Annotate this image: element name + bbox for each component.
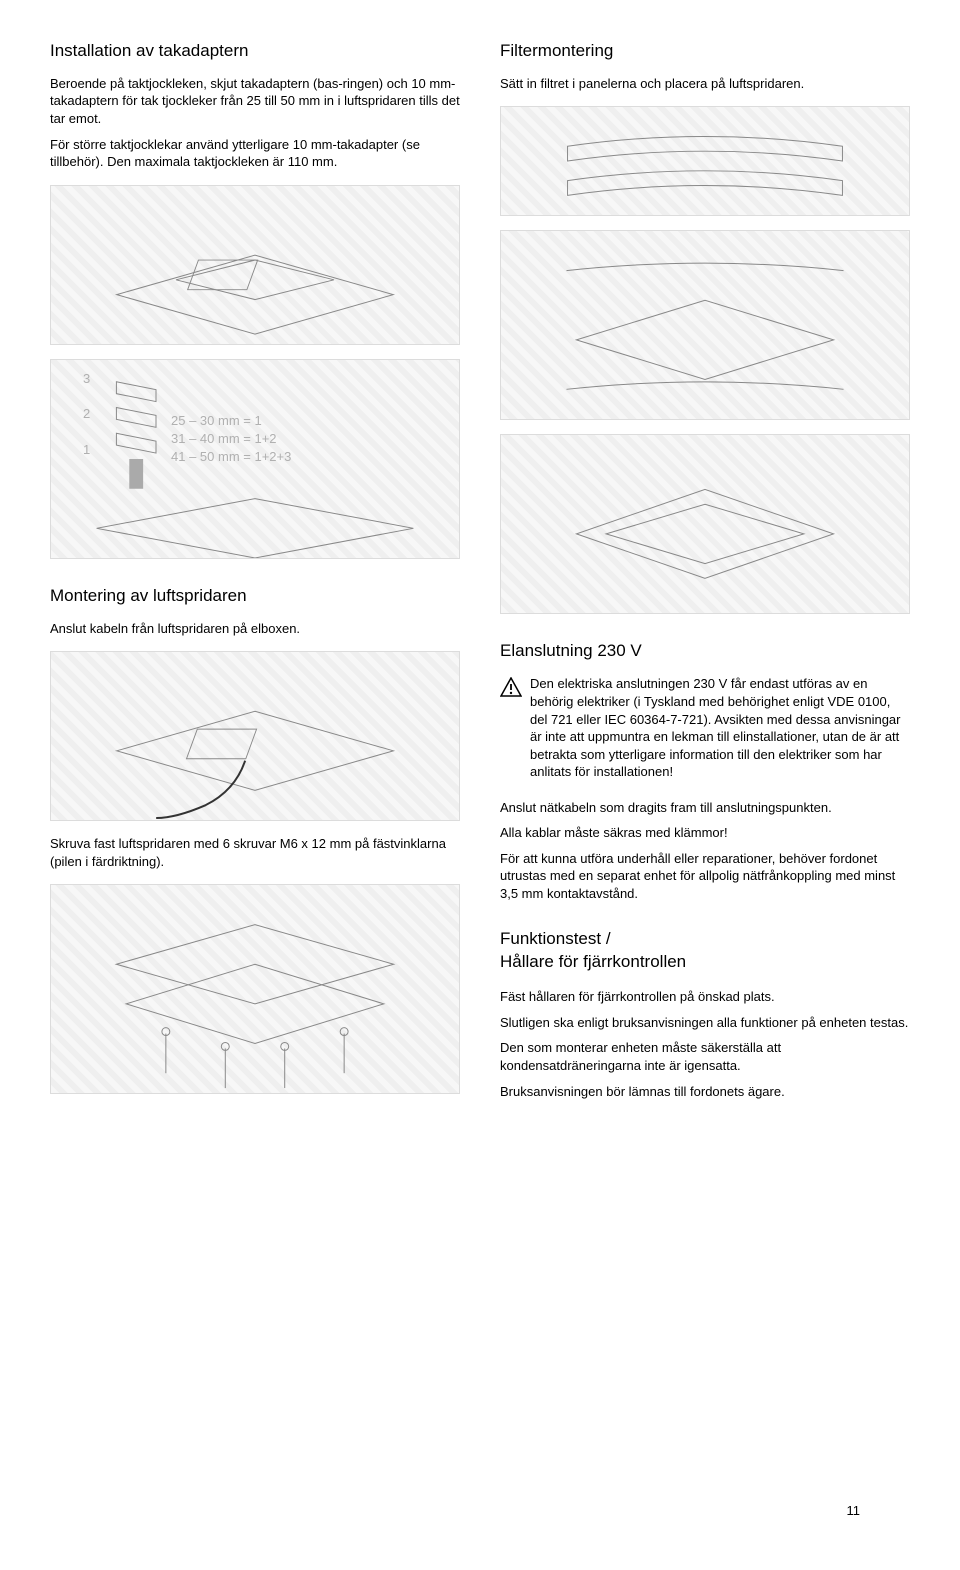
para-test: Slutligen ska enligt bruksanvisningen al…	[500, 1014, 910, 1032]
right-column: Filtermontering Sätt in filtret i panele…	[500, 40, 910, 1108]
left-column: Installation av takadaptern Beroende på …	[50, 40, 460, 1108]
warning-icon	[500, 677, 522, 702]
heading-elect: Elanslutning 230 V	[500, 640, 910, 663]
para-install-2: För större taktjocklekar använd ytterlig…	[50, 136, 460, 171]
adapter-base-svg	[51, 186, 459, 344]
adapter-mm-3: 41 – 50 mm = 1+2+3	[171, 448, 291, 466]
para-filter: Sätt in filtret i panelerna och placera …	[500, 75, 910, 93]
adapter-mm-1: 25 – 30 mm = 1	[171, 412, 291, 430]
adapter-num-3: 3	[83, 370, 90, 388]
diagram-filter-assembly	[500, 230, 910, 420]
para-holder: Fäst hållaren för fjärrkontrollen på öns…	[500, 988, 910, 1006]
para-screw: Skruva fast luftspridaren med 6 skruvar …	[50, 835, 460, 870]
heading-func: Funktionstest / Hållare för fjärrkontrol…	[500, 928, 910, 974]
para-cond: Den som monterar enheten måste säkerstäl…	[500, 1039, 910, 1074]
diagram-cable	[50, 651, 460, 821]
heading-install: Installation av takadaptern	[50, 40, 460, 63]
diagram-filter-final	[500, 434, 910, 614]
para-clamp: Alla kablar måste säkras med klämmor!	[500, 824, 910, 842]
filter-final-svg	[501, 435, 909, 613]
page-number: 11	[847, 1502, 861, 1520]
cable-svg	[51, 652, 459, 820]
screws-svg	[51, 885, 459, 1093]
filter-panel-svg	[501, 107, 909, 215]
para-mount: Anslut kabeln från luftspridaren på elbo…	[50, 620, 460, 638]
heading-mount: Montering av luftspridaren	[50, 585, 460, 608]
para-maint: För att kunna utföra underhåll eller rep…	[500, 850, 910, 903]
filter-assembly-svg	[501, 231, 909, 419]
diagram-adapter-stack: 3 2 1 25 – 30 mm = 1 31 – 40 mm = 1+2 41…	[50, 359, 460, 559]
diagram-filter-panel	[500, 106, 910, 216]
page: Installation av takadaptern Beroende på …	[50, 40, 910, 1540]
heading-filter: Filtermontering	[500, 40, 910, 63]
para-install-1: Beroende på taktjockleken, skjut takadap…	[50, 75, 460, 128]
para-connect: Anslut nätkabeln som dragits fram till a…	[500, 799, 910, 817]
adapter-mm-2: 31 – 40 mm = 1+2	[171, 430, 291, 448]
warning-block: Den elektriska anslutningen 230 V får en…	[500, 675, 910, 788]
diagram-adapter-base	[50, 185, 460, 345]
adapter-mm-labels: 25 – 30 mm = 1 31 – 40 mm = 1+2 41 – 50 …	[171, 412, 291, 467]
para-warning: Den elektriska anslutningen 230 V får en…	[530, 675, 910, 780]
diagram-screws	[50, 884, 460, 1094]
para-manual: Bruksanvisningen bör lämnas till fordone…	[500, 1083, 910, 1101]
top-columns: Installation av takadaptern Beroende på …	[50, 40, 910, 1108]
adapter-num-1: 1	[83, 441, 90, 459]
adapter-number-labels: 3 2 1	[83, 370, 90, 477]
adapter-num-2: 2	[83, 405, 90, 423]
